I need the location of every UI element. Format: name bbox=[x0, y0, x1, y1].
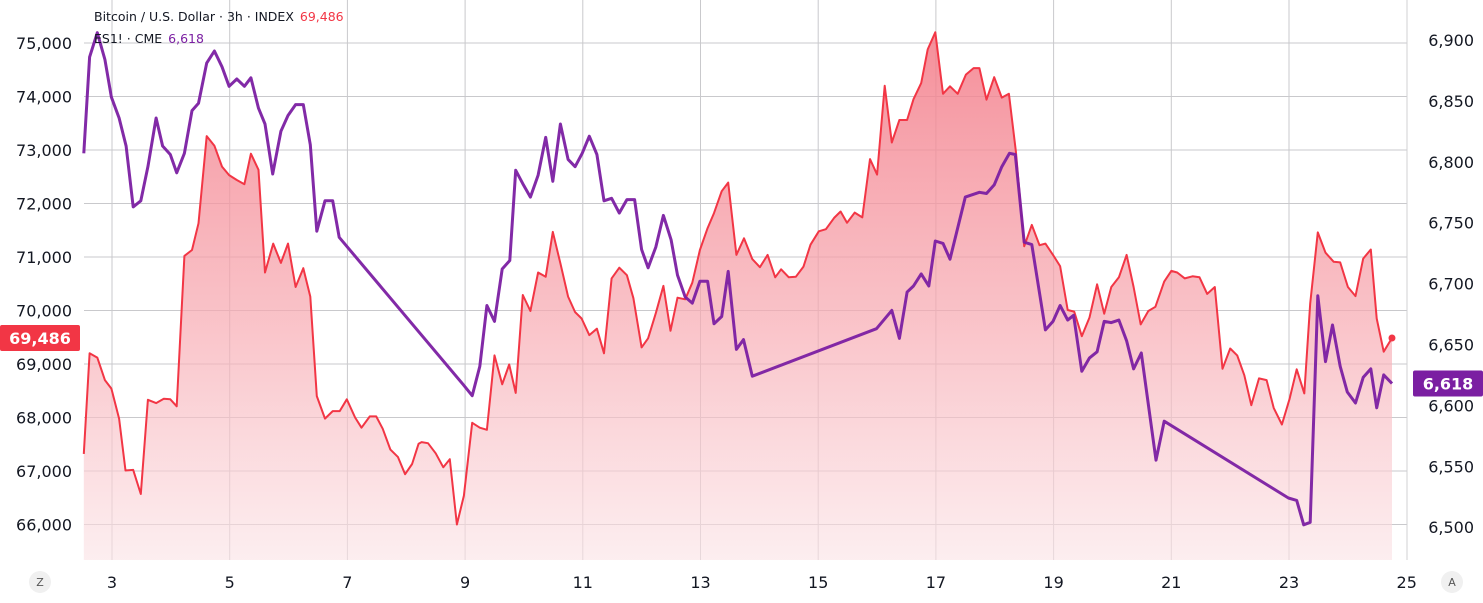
x-tick-label: 15 bbox=[808, 573, 828, 592]
right-tick-label: 6,850 bbox=[1428, 92, 1474, 111]
x-tick-label: 7 bbox=[342, 573, 352, 592]
left-tick-label: 74,000 bbox=[16, 88, 72, 107]
left-axis: 75,000 74,000 73,000 72,000 71,000 70,000 69,0… bbox=[16, 34, 72, 535]
left-tick-label: 69,000 bbox=[16, 355, 72, 374]
legend-btc-value: 69,486 bbox=[299, 9, 344, 24]
right-tick-label: 6,550 bbox=[1428, 457, 1474, 476]
left-tick-label: 66,000 bbox=[16, 516, 72, 535]
x-tick-label: 19 bbox=[1043, 573, 1063, 592]
x-tick-label: 17 bbox=[926, 573, 946, 592]
right-tick-label: 6,600 bbox=[1428, 396, 1474, 415]
left-tick-label: 73,000 bbox=[16, 141, 72, 160]
legend-es-value: 6,618 bbox=[168, 31, 204, 46]
es-price-badge bbox=[1413, 370, 1483, 397]
left-tick-label: 68,000 bbox=[16, 409, 72, 428]
right-tick-label: 6,700 bbox=[1428, 275, 1474, 294]
x-tick-label: 13 bbox=[690, 573, 710, 592]
right-tick-label: 6,800 bbox=[1428, 153, 1474, 172]
btc-area-fill bbox=[83, 32, 1392, 561]
x-tick-label: 3 bbox=[107, 573, 117, 592]
right-tick-label: 6,650 bbox=[1428, 336, 1474, 355]
btc-line bbox=[82, 31, 1393, 526]
x-tick-label: 25 bbox=[1397, 573, 1417, 592]
x-tick-label: 9 bbox=[460, 573, 470, 592]
auto-scale-right-button[interactable]: A bbox=[1441, 571, 1463, 593]
left-tick-label: 75,000 bbox=[16, 34, 72, 53]
x-tick-label: 23 bbox=[1279, 573, 1299, 592]
es-price-badge-text: 6,618 bbox=[1423, 374, 1474, 393]
left-tick-label: 72,000 bbox=[16, 195, 72, 214]
right-tick-label: 6,750 bbox=[1428, 214, 1474, 233]
btc-price-badge bbox=[0, 324, 80, 351]
auto-scale-left-button[interactable]: Z bbox=[29, 571, 51, 593]
right-tick-label: 6,500 bbox=[1428, 518, 1474, 537]
right-axis: 6,900 6,850 6,800 6,750 6,700 6,650 6,600 6,550… bbox=[1428, 31, 1474, 537]
series-lines bbox=[82, 31, 1396, 527]
legend-es[interactable]: ES1! · CME 6,618 bbox=[94, 31, 204, 46]
x-tick-label: 5 bbox=[225, 573, 235, 592]
price-badges: 69,486 6,618 bbox=[0, 324, 1483, 397]
x-tick-label: 21 bbox=[1161, 573, 1181, 592]
left-tick-label: 70,000 bbox=[16, 302, 72, 321]
btc-price-badge-text: 69,486 bbox=[9, 329, 71, 348]
left-tick-label: 71,000 bbox=[16, 248, 72, 267]
right-tick-label: 6,900 bbox=[1428, 31, 1474, 50]
legend-btc[interactable]: Bitcoin / U.S. Dollar · 3h · INDEX 69,486 bbox=[94, 9, 344, 24]
es-line bbox=[82, 31, 1394, 527]
btc-area bbox=[83, 32, 1392, 561]
btc-last-point bbox=[1388, 334, 1396, 342]
x-axis: 3 5 7 9 11 13 15 17 19 21 23 25 bbox=[107, 573, 1417, 592]
legend-es-label: ES1! · CME bbox=[94, 31, 163, 46]
legend-btc-label: Bitcoin / U.S. Dollar · 3h · INDEX bbox=[94, 9, 294, 24]
x-tick-label: 11 bbox=[573, 573, 593, 592]
left-tick-label: 67,000 bbox=[16, 462, 72, 481]
